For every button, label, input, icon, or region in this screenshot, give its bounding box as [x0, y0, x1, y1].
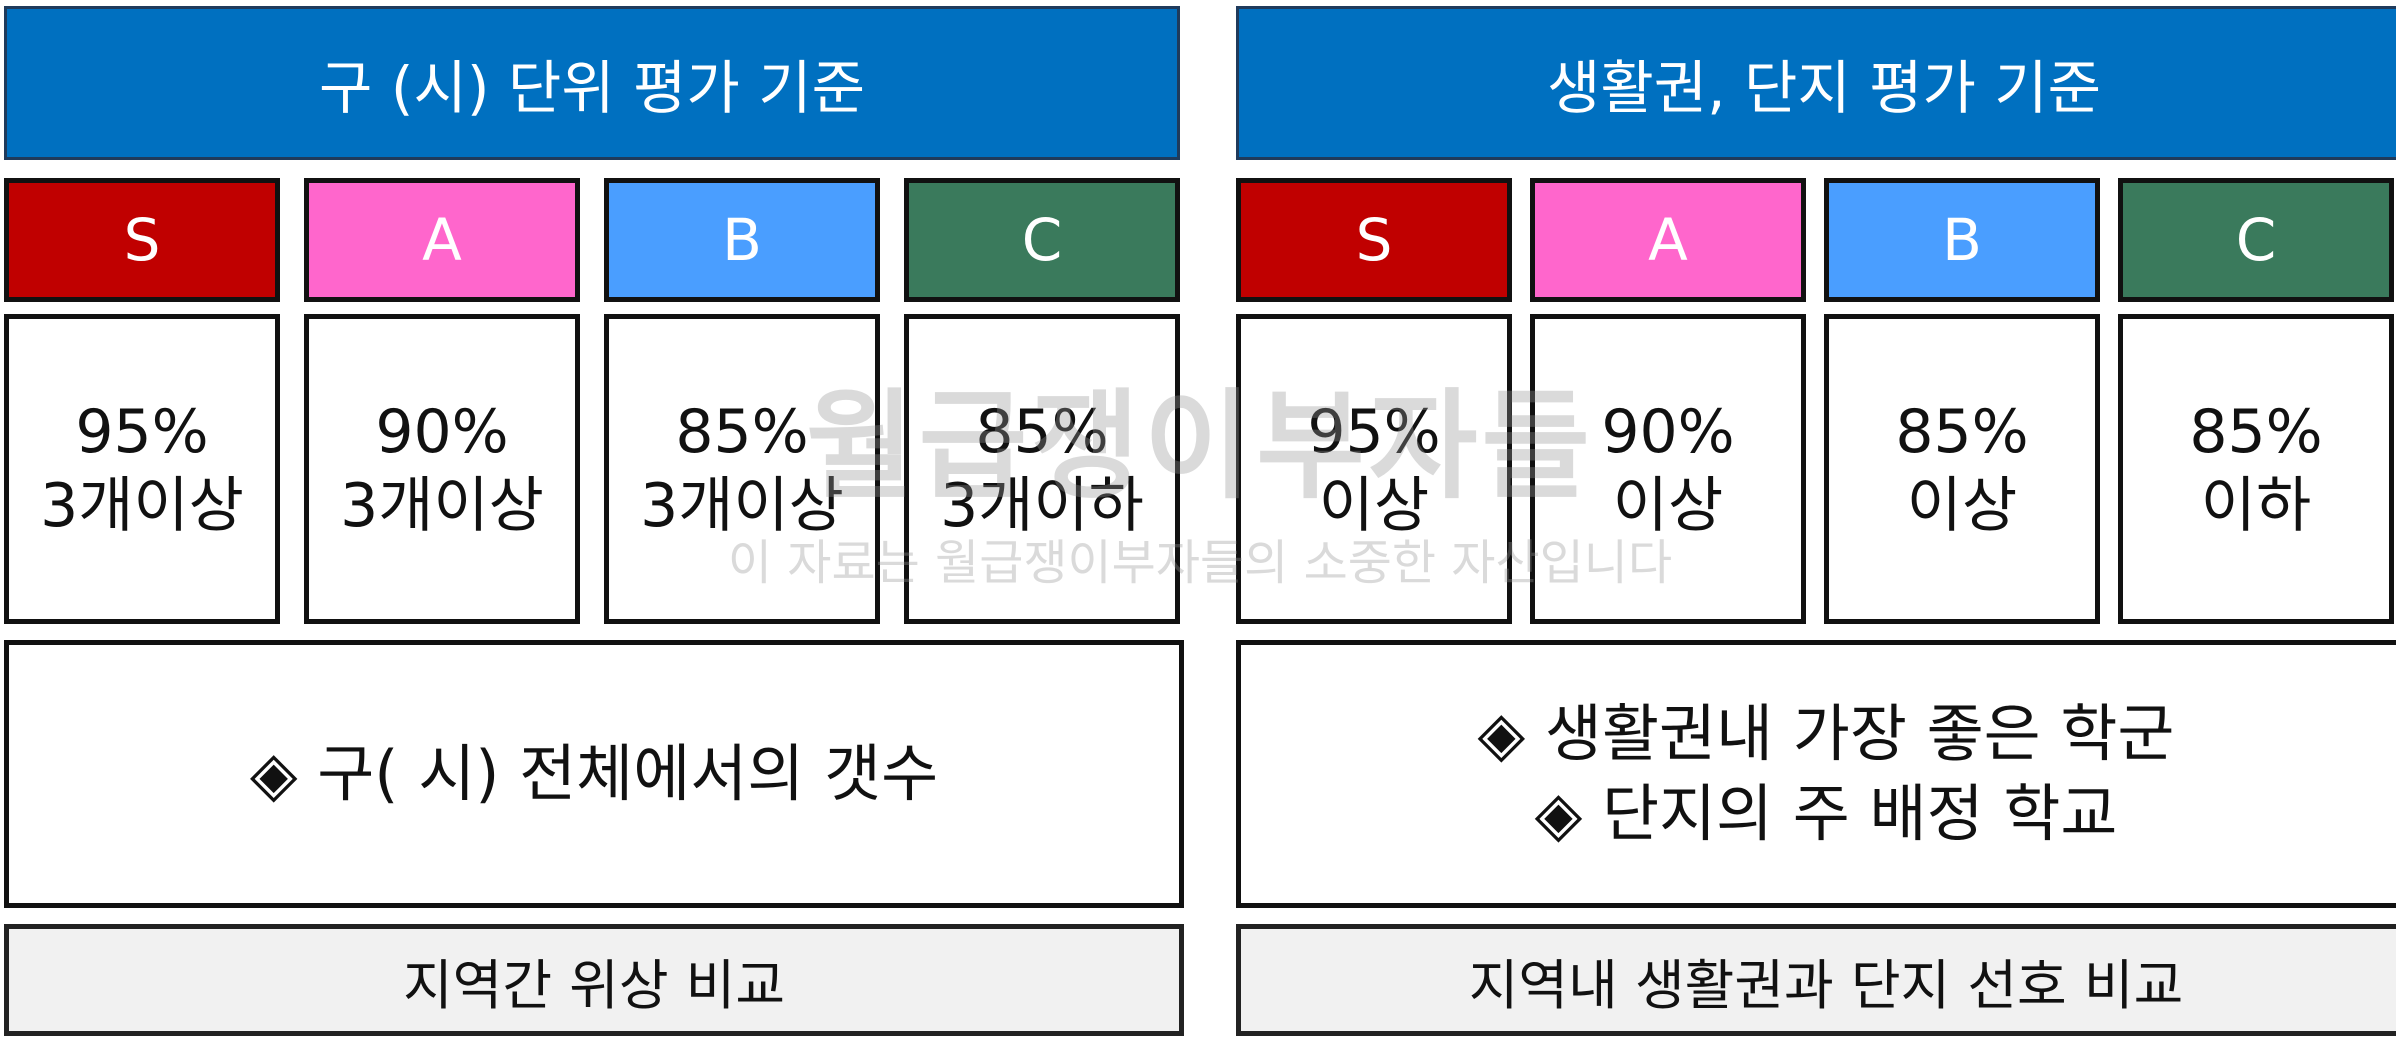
criteria-percent: 95% [1307, 397, 1441, 467]
district-criteria-title: 구 (시) 단위 평가 기준 [4, 6, 1180, 160]
description-line: ◈ 구( 시) 전체에서의 갯수 [249, 737, 939, 810]
grade-b-header: B [1824, 178, 2100, 302]
criteria-condition: 3개이하 [940, 471, 1144, 541]
criteria-condition: 3개이상 [340, 471, 544, 541]
grade-c-header: C [904, 178, 1180, 302]
criteria-percent: 85% [2189, 397, 2323, 467]
grade-s-header: S [4, 178, 280, 302]
criteria-condition: 이상 [1318, 471, 1430, 541]
district-criteria-panel: 구 (시) 단위 평가 기준 S A B C 95% 3개이상 90% 3개이상… [4, 0, 1184, 1044]
grade-c-header: C [2118, 178, 2394, 302]
grade-a-header: A [1530, 178, 1806, 302]
grade-s-header: S [1236, 178, 1512, 302]
description-line: ◈ 단지의 주 배정 학교 [1534, 777, 2118, 850]
criteria-percent: 85% [675, 397, 809, 467]
grade-a-header: A [304, 178, 580, 302]
criteria-condition: 3개이상 [640, 471, 844, 541]
criteria-condition: 이하 [2200, 471, 2312, 541]
grade-b-header: B [604, 178, 880, 302]
grade-s-criteria: 95% 3개이상 [4, 314, 280, 624]
criteria-percent: 85% [1895, 397, 2029, 467]
criteria-condition: 이상 [1906, 471, 2018, 541]
district-criteria-description: ◈ 구( 시) 전체에서의 갯수 [4, 640, 1184, 908]
zone-criteria-description: ◈ 생활권내 가장 좋은 학군 ◈ 단지의 주 배정 학교 [1236, 640, 2396, 908]
zone-criteria-panel: 생활권, 단지 평가 기준 S A B C 95% 이상 90% 이상 85% … [1236, 0, 2396, 1044]
criteria-condition: 3개이상 [40, 471, 244, 541]
description-line: ◈ 생활권내 가장 좋은 학군 [1477, 697, 2175, 770]
grade-b-criteria: 85% 3개이상 [604, 314, 880, 624]
grade-c-criteria: 85% 3개이하 [904, 314, 1180, 624]
grade-s-criteria: 95% 이상 [1236, 314, 1512, 624]
grade-c-criteria: 85% 이하 [2118, 314, 2394, 624]
grade-b-criteria: 85% 이상 [1824, 314, 2100, 624]
criteria-percent: 85% [975, 397, 1109, 467]
district-criteria-footer: 지역간 위상 비교 [4, 924, 1184, 1036]
criteria-percent: 90% [1601, 397, 1735, 467]
grade-a-criteria: 90% 3개이상 [304, 314, 580, 624]
criteria-percent: 90% [375, 397, 509, 467]
criteria-condition: 이상 [1612, 471, 1724, 541]
zone-criteria-title: 생활권, 단지 평가 기준 [1236, 6, 2396, 160]
zone-criteria-footer: 지역내 생활권과 단지 선호 비교 [1236, 924, 2396, 1036]
criteria-percent: 95% [75, 397, 209, 467]
grade-a-criteria: 90% 이상 [1530, 314, 1806, 624]
